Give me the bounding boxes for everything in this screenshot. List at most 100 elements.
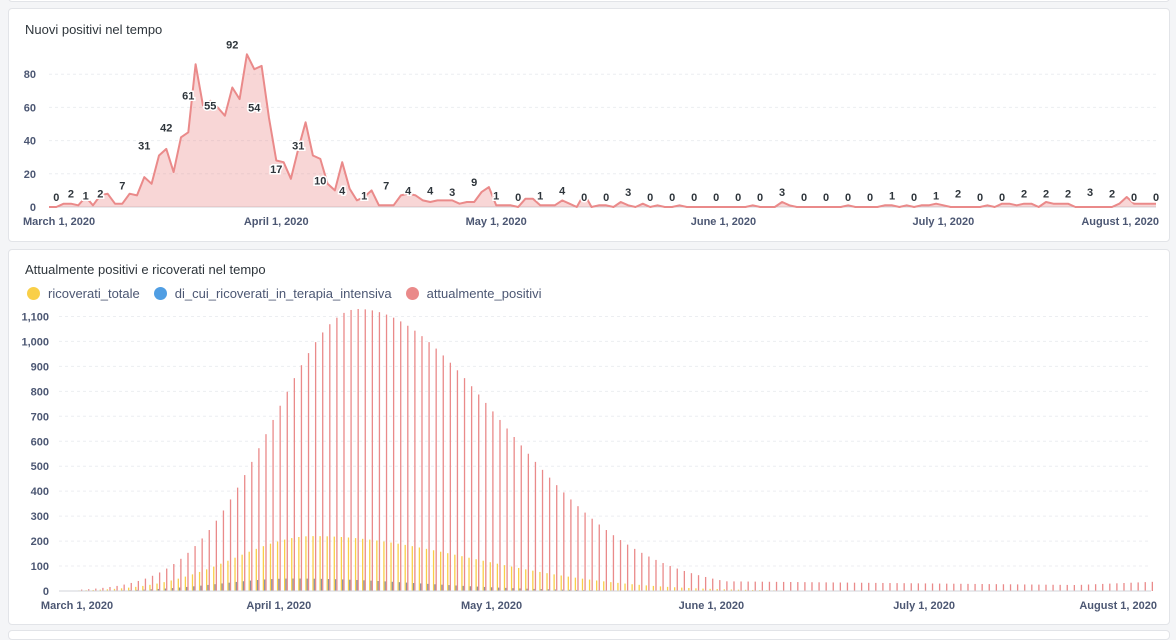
data-label: 61: [182, 91, 194, 103]
y-tick-label: 80: [24, 69, 36, 81]
data-label: 55: [204, 101, 216, 113]
data-label: 2: [97, 189, 103, 201]
y-tick-label: 300: [31, 511, 49, 523]
bar-ricoverati-totale: [440, 551, 442, 591]
bar-terapia-intensiva: [264, 579, 266, 591]
bar-attualmente-positivi: [690, 573, 693, 591]
bar-ricoverati-totale: [461, 556, 463, 591]
bar-ricoverati-totale: [737, 589, 740, 591]
bar-terapia-intensiva: [178, 587, 181, 591]
bar-attualmente-positivi: [1102, 583, 1104, 591]
bar-terapia-intensiva: [490, 587, 493, 591]
bar-attualmente-positivi: [392, 317, 395, 591]
data-label: 0: [515, 192, 521, 204]
bar-terapia-intensiva: [235, 581, 237, 591]
bar-attualmente-positivi: [719, 580, 721, 591]
bar-attualmente-positivi: [1073, 584, 1075, 591]
y-tick-label: 1,000: [21, 336, 49, 348]
bar-terapia-intensiva: [320, 578, 323, 591]
data-label: 0: [845, 192, 851, 204]
bar-terapia-intensiva: [221, 583, 223, 591]
bar-ricoverati-totale: [681, 587, 683, 591]
y-tick-label: 800: [31, 386, 49, 398]
bar-attualmente-positivi: [1109, 583, 1111, 591]
legend-item-ricoverati-totale[interactable]: ricoverati_totale: [27, 286, 140, 301]
bar-attualmente-positivi: [931, 583, 934, 591]
bar-attualmente-positivi: [272, 419, 274, 591]
data-label: 0: [757, 192, 763, 204]
bar-terapia-intensiva: [427, 583, 429, 591]
bar-attualmente-positivi: [988, 584, 990, 591]
bar-ricoverati-totale: [645, 585, 647, 591]
y-tick-label: 1,100: [21, 311, 49, 323]
y-tick-label: 500: [31, 461, 49, 473]
data-label: 0: [999, 192, 1005, 204]
data-label: 2: [1109, 189, 1115, 201]
bar-ricoverati-totale: [369, 539, 371, 591]
bar-attualmente-positivi: [144, 578, 147, 591]
bar-ricoverati-totale: [539, 571, 541, 591]
bar-ricoverati-totale: [362, 538, 364, 591]
bar-terapia-intensiva: [214, 584, 216, 591]
legend-label: ricoverati_totale: [48, 286, 140, 301]
data-label: 7: [119, 180, 125, 192]
legend-item-attualmente-positivi[interactable]: attualmente_positivi: [405, 286, 542, 301]
data-label: 1: [83, 190, 89, 202]
bar-attualmente-positivi: [428, 342, 430, 591]
bar-terapia-intensiva: [228, 582, 230, 591]
bar-attualmente-positivi: [619, 540, 622, 591]
data-label: 3: [779, 187, 785, 199]
bar-terapia-intensiva: [405, 582, 408, 591]
area-fill: [49, 54, 1156, 207]
bar-ricoverati-totale: [248, 551, 250, 591]
data-label: 0: [691, 192, 697, 204]
bar-attualmente-positivi: [180, 558, 182, 591]
bar-terapia-intensiva: [469, 586, 471, 591]
bar-ricoverati-totale: [702, 588, 704, 591]
legend-label: di_cui_ricoverati_in_terapia_intensiva: [174, 286, 392, 301]
bar-attualmente-positivi: [350, 309, 352, 591]
data-label: 1: [361, 190, 367, 202]
bar-ricoverati-totale: [354, 538, 357, 591]
y-tick-label: 700: [31, 411, 49, 423]
bar-terapia-intensiva: [498, 587, 500, 591]
bar-attualmente-positivi: [265, 434, 267, 591]
bar-attualmente-positivi: [1016, 584, 1019, 591]
y-tick-label: 0: [30, 202, 36, 214]
bar-attualmente-positivi: [166, 568, 168, 591]
bar-attualmente-positivi: [754, 581, 756, 591]
bar-attualmente-positivi: [336, 317, 338, 591]
bar-attualmente-positivi: [364, 309, 366, 591]
bar-attualmente-positivi: [570, 499, 572, 591]
x-tick-label: July 1, 2020: [893, 600, 955, 612]
y-tick-label: 100: [31, 561, 49, 573]
bar-terapia-intensiva: [136, 589, 138, 591]
data-label: 3: [449, 187, 455, 199]
data-label: 0: [1131, 192, 1137, 204]
bar-ricoverati-totale: [596, 580, 598, 591]
bar-attualmente-positivi: [499, 419, 501, 591]
bar-attualmente-positivi: [1151, 581, 1153, 591]
data-label: 0: [669, 192, 675, 204]
bar-attualmente-positivi: [208, 530, 210, 591]
bar-ricoverati-totale: [397, 543, 399, 591]
bar-attualmente-positivi: [598, 524, 600, 591]
bar-attualmente-positivi: [953, 583, 955, 591]
legend-item-terapia-intensiva[interactable]: di_cui_ricoverati_in_terapia_intensiva: [153, 286, 392, 301]
bar-attualmente-positivi: [201, 538, 203, 591]
bar-terapia-intensiva: [292, 578, 294, 591]
bar-attualmente-positivi: [314, 342, 317, 591]
bar-attualmente-positivi: [981, 584, 983, 591]
bar-terapia-intensiva: [476, 586, 479, 591]
bar-attualmente-positivi: [591, 518, 593, 591]
bar-attualmente-positivi: [456, 370, 459, 591]
bar-terapia-intensiva: [349, 579, 351, 591]
bar-ricoverati-totale: [142, 585, 144, 591]
bar-attualmente-positivi: [293, 378, 295, 591]
bar-ricoverati-totale: [383, 541, 385, 591]
bar-attualmente-positivi: [747, 581, 749, 591]
data-label: 0: [647, 192, 653, 204]
y-tick-label: 600: [31, 436, 49, 448]
bar-attualmente-positivi: [485, 402, 487, 591]
data-label: 0: [735, 192, 741, 204]
